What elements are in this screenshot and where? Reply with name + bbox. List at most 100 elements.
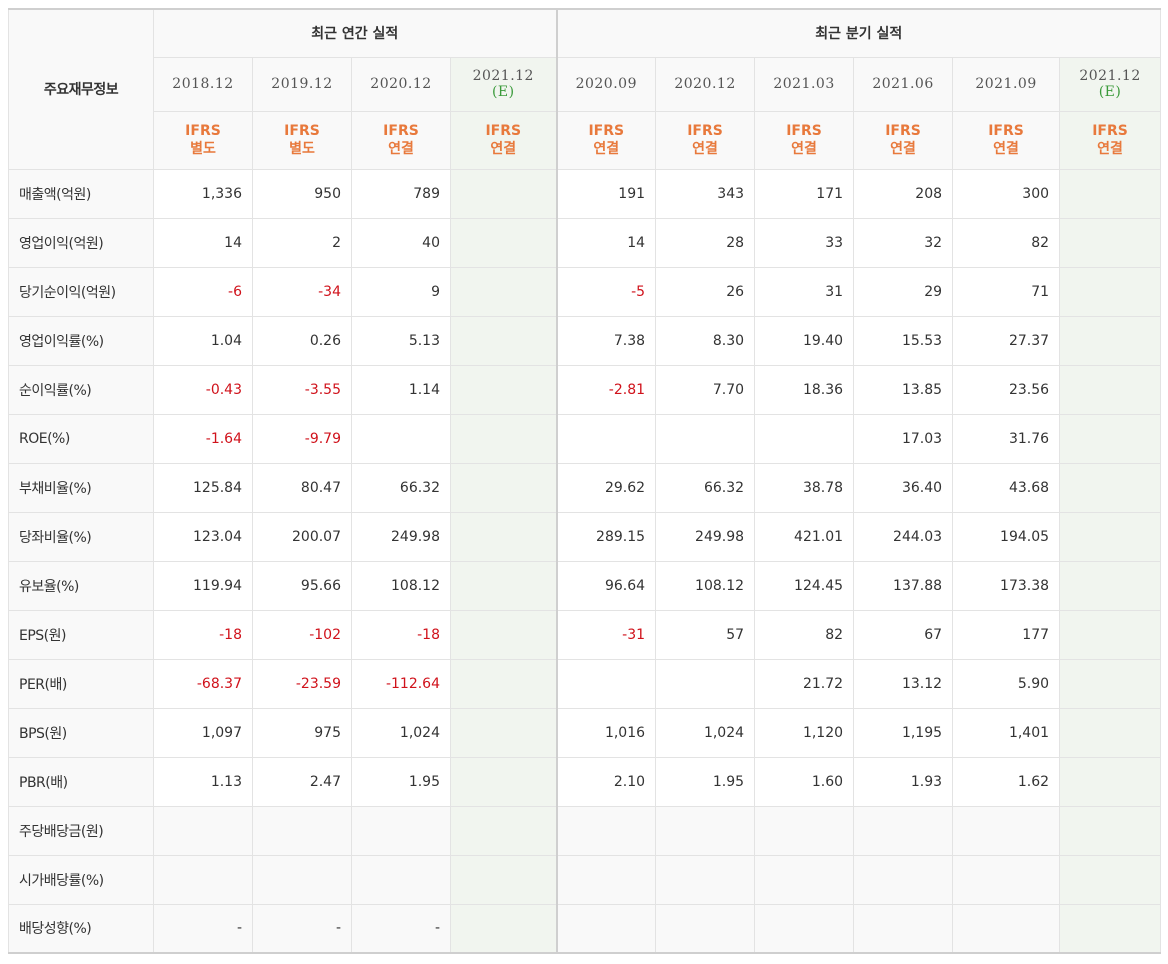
table-cell: 108.12 [351,560,451,611]
table-cell: 27.37 [952,315,1061,366]
estimate-marker: (E) [1098,84,1122,100]
table-cell: 2.47 [252,756,352,807]
table-cell: 14 [153,217,253,268]
table-cell: 80.47 [252,462,352,513]
table-cell: -112.64 [351,658,451,709]
table-cell: 1,024 [351,707,451,758]
table-cell [1059,364,1162,415]
table-cell [449,560,558,611]
table-cell: -34 [252,266,352,317]
table-cell: - [153,903,253,954]
table-cell: -18 [153,609,253,660]
row-label: 부채비율(%) [8,462,154,513]
table-cell: -31 [555,609,657,660]
column-date: 2020.12 [655,56,756,112]
column-date-label: 2020.12 [674,76,736,92]
column-ifrs: IFRS 연결 [655,110,756,170]
group-quarterly: 최근 분기 실적 [555,8,1162,58]
table-cell [655,805,756,856]
row-label: 시가배당률(%) [8,854,154,905]
row-label: BPS(원) [8,707,154,758]
table-cell: 23.56 [952,364,1061,415]
ifrs-label: IFRS [383,123,419,139]
table-cell [449,854,558,905]
ifrs-label: IFRS [485,123,522,139]
table-cell [754,805,855,856]
column-date-label: 2021.09 [975,76,1037,92]
table-cell [449,315,558,366]
row-label: 순이익률(%) [8,364,154,415]
table-cell: 249.98 [655,511,756,562]
table-cell [1059,903,1162,954]
column-ifrs: IFRS 별도 [153,110,253,170]
column-ifrs: IFRS 연결 [555,110,657,170]
ifrs-label: IFRS [588,123,625,139]
table-row: 시가배당률(%) [8,854,1162,905]
table-cell [1059,168,1162,219]
table-cell [555,413,657,464]
table-cell: 123.04 [153,511,253,562]
table-row: 당기순이익(억원) -6 -34 9 -5 26 31 29 71 [8,266,1162,317]
table-cell: 82 [754,609,855,660]
table-cell [449,413,558,464]
ifrs-label: 연결 [388,141,414,157]
row-label: 당좌비율(%) [8,511,154,562]
column-date-label: 2019.12 [271,76,333,92]
column-date: 2018.12 [153,56,253,112]
table-cell: 66.32 [655,462,756,513]
table-cell: 1.95 [351,756,451,807]
table-cell [754,903,855,954]
table-cell: -2.81 [555,364,657,415]
table-cell: - [351,903,451,954]
table-row: BPS(원) 1,097 975 1,024 1,016 1,024 1,120 1,195 1… [8,707,1162,758]
table-cell [351,854,451,905]
table-row: PBR(배) 1.13 2.47 1.95 2.10 1.95 1.60 1.93 1.62 [8,756,1162,807]
column-ifrs: IFRS 연결 [853,110,954,170]
table-cell: 1,097 [153,707,253,758]
ifrs-label: 연결 [791,141,817,157]
table-cell: 14 [555,217,657,268]
column-date-label: 2021.03 [773,76,835,92]
table-cell: - [252,903,352,954]
table-cell: 1,401 [952,707,1061,758]
table-cell: 66.32 [351,462,451,513]
table-cell: 18.36 [754,364,855,415]
table-cell [952,854,1061,905]
column-ifrs: IFRS 연결 [1059,110,1162,170]
table-cell: 5.13 [351,315,451,366]
table-cell [754,413,855,464]
column-ifrs: IFRS 연결 [754,110,855,170]
table-cell: 137.88 [853,560,954,611]
table-cell [1059,560,1162,611]
table-cell: 71 [952,266,1061,317]
table-cell: 1.95 [655,756,756,807]
table-cell: 1.60 [754,756,855,807]
table-cell: 9 [351,266,451,317]
column-date: 2020.12 [351,56,451,112]
table-cell: 421.01 [754,511,855,562]
table-cell [1059,756,1162,807]
financial-summary-table: 주요재무정보 최근 연간 실적 최근 분기 실적 2018.12 2019.12 2… [8,8,1162,954]
column-date-label: 2021.06 [872,76,934,92]
table-cell: 26 [655,266,756,317]
table-cell: -68.37 [153,658,253,709]
table-cell [555,854,657,905]
table-cell: 1.14 [351,364,451,415]
table-cell: 13.12 [853,658,954,709]
table-cell: 1,016 [555,707,657,758]
table-row: 매출액(억원) 1,336 950 789 191 343 171 208 300 [8,168,1162,219]
table-cell: 43.68 [952,462,1061,513]
ifrs-label: 별도 [190,141,216,157]
table-cell [449,707,558,758]
table-cell: 7.38 [555,315,657,366]
table-cell: 95.66 [252,560,352,611]
row-label: PER(배) [8,658,154,709]
table-cell [853,854,954,905]
table-cell [449,217,558,268]
table-cell [952,805,1061,856]
table-cell: -5 [555,266,657,317]
table-cell [1059,609,1162,660]
table-cell: 28 [655,217,756,268]
table-cell [754,854,855,905]
table-cell [853,903,954,954]
